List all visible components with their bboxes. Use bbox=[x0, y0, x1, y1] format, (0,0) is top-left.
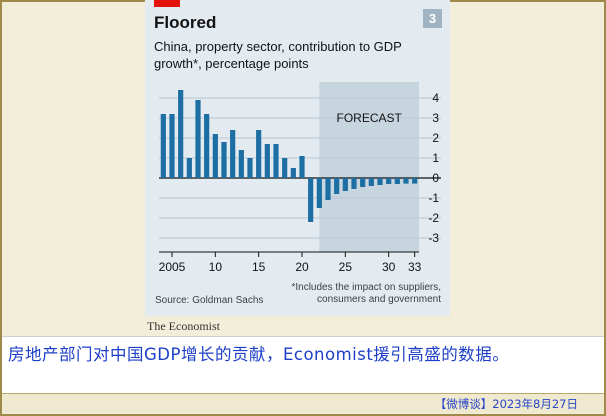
bar bbox=[247, 158, 253, 178]
bar bbox=[186, 158, 192, 178]
bar bbox=[160, 114, 166, 178]
x-tick-label: 25 bbox=[339, 260, 353, 274]
y-tick-label: 4 bbox=[432, 91, 439, 105]
bar bbox=[334, 178, 340, 194]
x-tick-label: 30 bbox=[382, 260, 396, 274]
x-tick-label: 2005 bbox=[159, 260, 186, 274]
footer-band: 【微博谈】2023年8月27日 bbox=[2, 393, 604, 413]
source-note: Source: Goldman Sachs bbox=[155, 295, 263, 306]
y-tick-label: -2 bbox=[428, 211, 439, 225]
y-tick-label: 3 bbox=[432, 111, 439, 125]
publisher-logo: The Economist bbox=[147, 319, 220, 333]
bar bbox=[204, 114, 210, 178]
bar bbox=[308, 178, 314, 222]
y-tick-label: 1 bbox=[432, 151, 439, 165]
bar bbox=[386, 178, 392, 184]
bar bbox=[238, 150, 244, 178]
bar bbox=[342, 178, 348, 191]
chart-title: Floored bbox=[154, 13, 217, 32]
y-tick-label: 0 bbox=[432, 171, 439, 185]
y-tick-label: 2 bbox=[432, 131, 439, 145]
bar bbox=[221, 142, 227, 178]
footer-date: 【微博谈】2023年8月27日 bbox=[434, 397, 578, 411]
bar bbox=[360, 178, 366, 187]
bar bbox=[273, 144, 279, 178]
bar bbox=[325, 178, 331, 200]
bar bbox=[290, 168, 296, 178]
x-tick-label: 33 bbox=[408, 260, 422, 274]
economist-red-tab bbox=[154, 0, 180, 7]
bar bbox=[169, 114, 175, 178]
bar bbox=[256, 130, 262, 178]
footnote-line-2: consumers and government bbox=[317, 294, 441, 305]
bar bbox=[195, 100, 201, 178]
y-tick-label: -3 bbox=[428, 231, 439, 245]
x-tick-label: 20 bbox=[295, 260, 309, 274]
bar bbox=[299, 156, 305, 178]
bar bbox=[178, 90, 184, 178]
forecast-region bbox=[319, 82, 419, 252]
caption-text: 房地产部门对中国GDP增长的贡献，Economist援引高盛的数据。 bbox=[8, 345, 510, 364]
x-tick-label: 15 bbox=[252, 260, 266, 274]
bar bbox=[403, 178, 409, 184]
bar bbox=[230, 130, 236, 178]
bar bbox=[368, 178, 374, 186]
bar bbox=[316, 178, 322, 208]
bar bbox=[212, 134, 218, 178]
forecast-label: FORECAST bbox=[336, 111, 402, 125]
footnote-line-1: *Includes the impact on suppliers, bbox=[291, 282, 441, 293]
caption-band: 房地产部门对中国GDP增长的贡献，Economist援引高盛的数据。 bbox=[2, 336, 604, 393]
bar bbox=[351, 178, 357, 189]
chart-subtitle: China, property sector, contribution to … bbox=[154, 39, 402, 71]
x-tick-label: 10 bbox=[209, 260, 223, 274]
bar bbox=[377, 178, 383, 185]
bar bbox=[282, 158, 288, 178]
bar bbox=[412, 178, 418, 184]
chart-number-badge: 3 bbox=[423, 9, 442, 28]
chart-card: Floored China, property sector, contribu… bbox=[145, 0, 450, 316]
bar bbox=[394, 178, 400, 184]
bar bbox=[264, 144, 270, 178]
y-tick-label: -1 bbox=[428, 191, 439, 205]
